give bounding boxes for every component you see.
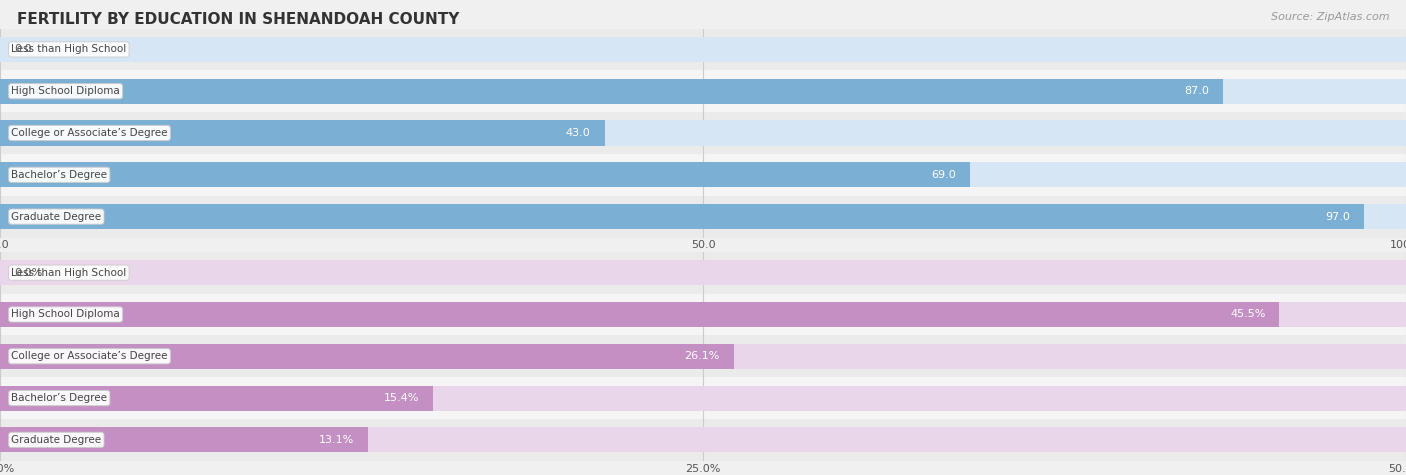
Bar [0,252,1406,294]
Bar [0,419,1406,461]
Text: Bachelor’s Degree: Bachelor’s Degree [11,393,107,403]
Text: FERTILITY BY EDUCATION IN SHENANDOAH COUNTY: FERTILITY BY EDUCATION IN SHENANDOAH COU… [17,12,460,27]
Bar [0,344,734,369]
Text: 45.5%: 45.5% [1230,309,1265,320]
Bar [0,121,605,145]
Bar [0,79,1406,104]
Text: 0.0: 0.0 [14,44,32,55]
Text: Source: ZipAtlas.com: Source: ZipAtlas.com [1271,12,1389,22]
Text: Less than High School: Less than High School [11,267,127,278]
Text: High School Diploma: High School Diploma [11,309,120,320]
Bar [0,196,1406,238]
Bar [0,428,368,452]
Bar [0,162,970,187]
Bar [0,28,1406,70]
Text: 69.0: 69.0 [931,170,956,180]
Bar [0,377,1406,419]
Text: 15.4%: 15.4% [384,393,419,403]
Bar [0,386,1406,410]
Bar [0,386,433,410]
Text: 0.0%: 0.0% [14,267,42,278]
Bar [0,335,1406,377]
Bar [0,121,1406,145]
Bar [0,302,1279,327]
Text: 97.0: 97.0 [1324,211,1350,222]
Bar [0,70,1406,112]
Text: 26.1%: 26.1% [685,351,720,361]
Text: College or Associate’s Degree: College or Associate’s Degree [11,351,167,361]
Text: Bachelor’s Degree: Bachelor’s Degree [11,170,107,180]
Text: 43.0: 43.0 [565,128,591,138]
Bar [0,260,1406,285]
Bar [0,204,1364,229]
Text: 87.0: 87.0 [1184,86,1209,96]
Text: Graduate Degree: Graduate Degree [11,211,101,222]
Bar [0,204,1406,229]
Bar [0,79,1223,104]
Text: Less than High School: Less than High School [11,44,127,55]
Bar [0,428,1406,452]
Text: Graduate Degree: Graduate Degree [11,435,101,445]
Bar [0,294,1406,335]
Bar [0,302,1406,327]
Text: 13.1%: 13.1% [319,435,354,445]
Bar [0,112,1406,154]
Text: College or Associate’s Degree: College or Associate’s Degree [11,128,167,138]
Text: High School Diploma: High School Diploma [11,86,120,96]
Bar [0,344,1406,369]
Bar [0,162,1406,187]
Bar [0,154,1406,196]
Bar [0,37,1406,62]
